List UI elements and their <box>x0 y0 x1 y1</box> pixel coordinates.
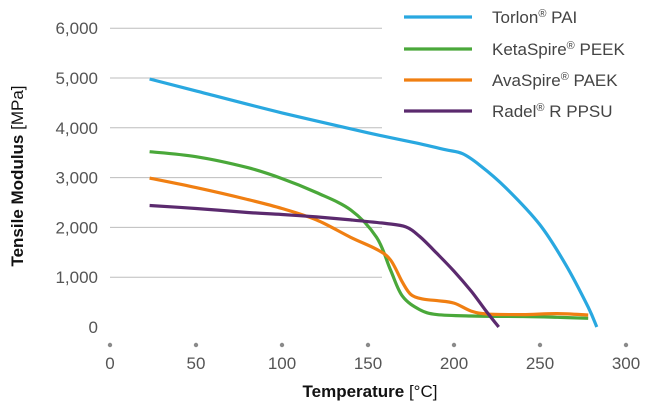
x-tick-dot <box>537 342 543 348</box>
legend-label: AvaSpire® PAEK <box>492 71 618 90</box>
x-tick-label: 300 <box>612 354 640 373</box>
x-tick-label: 250 <box>526 354 554 373</box>
x-axis-ticks: 0 50 100 150 200 250 300 <box>105 342 640 373</box>
legend-label: Torlon® PAI <box>492 8 577 27</box>
legend-label: Radel® R PPSU <box>492 102 613 121</box>
y-tick-label: 1,000 <box>55 268 98 287</box>
x-tick-label: 0 <box>105 354 114 373</box>
y-axis-unit: [MPa] <box>8 85 27 129</box>
x-tick-label: 200 <box>440 354 468 373</box>
x-tick-dot <box>279 342 285 348</box>
series-line-2 <box>149 150 589 320</box>
y-tick-label: 0 <box>89 318 98 337</box>
series-line-1 <box>149 77 599 328</box>
legend-item-1: Torlon® PAI <box>404 8 577 27</box>
legend-item-3: AvaSpire® PAEK <box>404 71 618 90</box>
x-axis-unit: [°C] <box>409 382 438 401</box>
gridlines <box>110 27 382 278</box>
x-axis-title-bold: Temperature <box>303 382 405 401</box>
x-tick-dot <box>107 342 113 348</box>
y-tick-label: 6,000 <box>55 19 98 38</box>
y-tick-label: 2,000 <box>55 218 98 237</box>
x-tick-dot <box>193 342 199 348</box>
x-axis-title: Temperature [°C] <box>303 382 438 401</box>
y-axis-ticks: 0 1,000 2,000 3,000 4,000 5,000 6,000 <box>55 19 98 337</box>
legend-item-4: Radel® R PPSU <box>404 102 613 121</box>
x-tick-label: 100 <box>268 354 296 373</box>
legend: Torlon® PAI KetaSpire® PEEK AvaSpire® PAEK… <box>404 8 626 121</box>
x-tick-label: 50 <box>187 354 206 373</box>
x-tick-dot <box>365 342 371 348</box>
series-lines <box>149 77 599 328</box>
y-tick-label: 5,000 <box>55 69 98 88</box>
x-tick-dot <box>623 342 629 348</box>
y-axis-title-bold: Tensile Modulus <box>8 135 27 267</box>
y-tick-label: 4,000 <box>55 119 98 138</box>
x-tick-label: 150 <box>354 354 382 373</box>
y-axis-title: Tensile Modulus [MPa] <box>8 85 27 266</box>
legend-item-2: KetaSpire® PEEK <box>404 40 626 59</box>
y-tick-label: 3,000 <box>55 169 98 188</box>
series-line-3 <box>149 176 589 317</box>
x-tick-dot <box>451 342 457 348</box>
legend-label: KetaSpire® PEEK <box>492 40 626 59</box>
series-line-4 <box>149 203 500 328</box>
